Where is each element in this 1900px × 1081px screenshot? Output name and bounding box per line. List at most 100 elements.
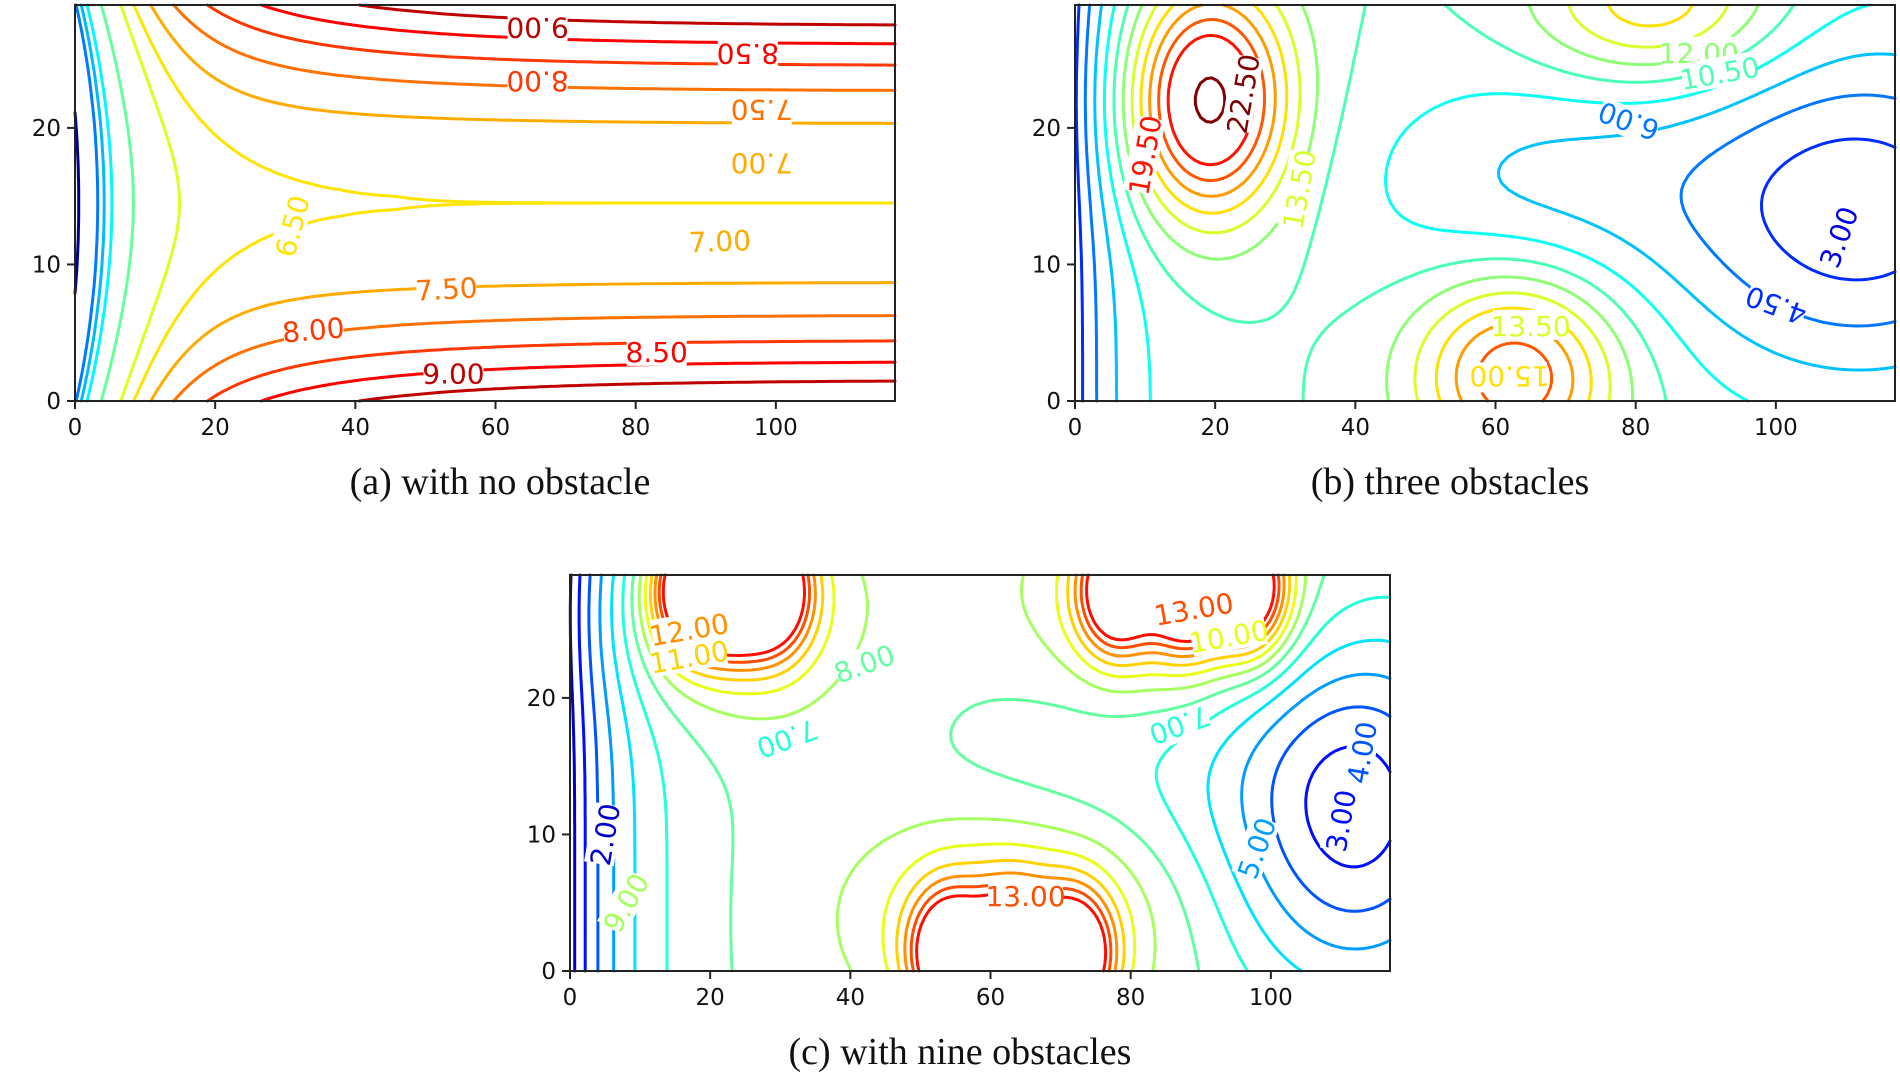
contour-line-b-4-50 xyxy=(1074,3,1897,403)
caption-a: (a) with no obstacle xyxy=(349,461,651,503)
plot-frame xyxy=(1074,4,1896,402)
contour-line-c-4-00 xyxy=(587,573,1392,973)
contour-label-a-9-00: 9.00 xyxy=(506,11,568,44)
x-tick-label: 60 xyxy=(976,985,1005,1010)
contour-label-a-8-00: 8.00 xyxy=(506,64,568,97)
plot-frame xyxy=(569,574,1391,972)
y-tick-label: 10 xyxy=(527,822,556,848)
contour-label-background xyxy=(1319,788,1360,853)
contour-label-background xyxy=(717,40,778,71)
contour-line-b-18-00 xyxy=(1157,18,1554,403)
contour-label-background xyxy=(988,879,1064,910)
contour-line-a-6-00 xyxy=(119,3,181,403)
x-tick-label: 0 xyxy=(1068,415,1083,440)
contour-label-background xyxy=(597,868,654,936)
contour-label-c-2-00: 2.00 xyxy=(584,801,627,868)
contour-label-background xyxy=(830,638,898,688)
contour-line-b-15-00 xyxy=(1139,3,1694,403)
x-tick-label: 40 xyxy=(1341,415,1370,440)
contour-line-a-3-50 xyxy=(79,3,106,403)
contour-label-background xyxy=(1277,149,1320,229)
x-tick-label: 0 xyxy=(68,415,83,440)
contour-line-c-7-00 xyxy=(621,573,1392,973)
x-tick-label: 20 xyxy=(696,985,725,1010)
contour-label-b-15-00: 15.00 xyxy=(1469,359,1549,392)
contour-line-c-8-00 xyxy=(630,573,1326,973)
plot-frame xyxy=(74,4,896,402)
contour-label-b-4-50: 4.50 xyxy=(1741,279,1811,331)
panel-b: 22.50 19.50 13.50 6.00 3.00 4.50 12.00 10.50 15.… xyxy=(950,0,1900,441)
contour-label-background xyxy=(1680,51,1760,94)
contour-line-c-11-00 xyxy=(648,573,1292,973)
x-tick-label: 20 xyxy=(201,415,230,440)
x-tick-label: 0 xyxy=(563,985,578,1010)
contour-label-b-13-50: 13.50 xyxy=(1490,310,1570,343)
contour-line-a-5-00 xyxy=(99,3,135,403)
contour-label-background xyxy=(1472,362,1548,393)
contour-label-b-22-50: 22.50 xyxy=(1220,52,1266,137)
contour-label-c-3-00: 3.00 xyxy=(1320,787,1363,854)
contour-label-background xyxy=(1813,203,1863,271)
contour-label-a-7-50: 7.50 xyxy=(414,271,478,307)
y-tick-label: 0 xyxy=(541,959,556,985)
y-tick-label: 20 xyxy=(1032,116,1061,142)
contour-label-b-19-50: 19.50 xyxy=(1122,113,1168,198)
contour-label-background xyxy=(1220,54,1264,134)
x-tick-label: 40 xyxy=(341,415,370,440)
contour-label-background xyxy=(507,67,568,98)
contour-label-background xyxy=(1231,814,1281,882)
contour-label-a-6-50: 6.50 xyxy=(269,192,317,261)
contour-label-c-4-00: 4.00 xyxy=(1341,719,1384,786)
contour-label-a-7-50: 7.50 xyxy=(731,93,793,126)
contour-label-background xyxy=(1493,309,1569,340)
contour-label-a-8-00: 8.00 xyxy=(281,311,346,349)
x-tick-label: 80 xyxy=(1116,985,1145,1010)
contour-label-background xyxy=(1154,586,1234,630)
x-tick-label: 60 xyxy=(1481,415,1510,440)
contour-label-c-13-00: 13.00 xyxy=(985,880,1065,913)
y-tick-label: 0 xyxy=(46,389,61,415)
x-tick-label: 80 xyxy=(621,415,650,440)
y-tick-label: 0 xyxy=(1046,389,1061,415)
contour-label-a-9-00: 9.00 xyxy=(422,358,484,391)
contour-line-c-3-00 xyxy=(577,573,1392,973)
contour-label-a-8-50: 8.50 xyxy=(717,37,779,70)
contour-line-a-3-00 xyxy=(74,3,100,403)
contour-plot-a: 9.00 8.50 8.00 7.50 7.00 6.50 7.00 7.50 8.00 8.50… xyxy=(32,3,897,441)
contour-label-background xyxy=(1122,115,1166,195)
y-tick-label: 20 xyxy=(32,116,61,142)
contour-label-background xyxy=(731,96,792,127)
contour-label-background xyxy=(584,802,625,867)
contour-line-c-10-00 xyxy=(643,573,1298,973)
contour-label-background xyxy=(626,335,687,366)
panel-a: 9.00 8.50 8.00 7.50 7.00 6.50 7.00 7.50 8.00 8.50… xyxy=(0,0,950,441)
x-tick-label: 100 xyxy=(1754,415,1798,440)
x-tick-label: 100 xyxy=(754,415,798,440)
contour-label-c-5-00: 5.00 xyxy=(1231,813,1283,883)
contour-label-background xyxy=(1189,614,1269,657)
contour-label-background xyxy=(689,224,751,257)
contour-label-background xyxy=(423,357,484,388)
x-tick-label: 60 xyxy=(481,415,510,440)
y-tick-label: 10 xyxy=(1032,252,1061,278)
contour-label-background xyxy=(649,634,729,678)
x-tick-label: 20 xyxy=(1201,415,1230,440)
contour-line-b-7-50 xyxy=(1093,3,1897,403)
contour-line-a-4-00 xyxy=(85,3,114,403)
caption-b: (b) three obstacles xyxy=(1310,461,1590,503)
contour-label-background xyxy=(415,271,478,305)
contour-line-b-10-50 xyxy=(1112,3,1796,403)
contour-label-background xyxy=(282,311,345,347)
x-tick-label: 40 xyxy=(836,985,865,1010)
contour-label-background xyxy=(1146,701,1214,751)
x-tick-label: 80 xyxy=(1621,415,1650,440)
contour-label-background xyxy=(1742,281,1809,331)
contour-line-b-22-50 xyxy=(1193,76,1227,124)
y-tick-label: 20 xyxy=(527,686,556,712)
contour-label-a-7-00: 7.00 xyxy=(688,224,751,259)
x-tick-label: 100 xyxy=(1249,985,1293,1010)
contour-label-background xyxy=(754,715,821,765)
contour-line-c-14-00 xyxy=(661,573,1276,973)
contour-label-a-7-00: 7.00 xyxy=(731,146,793,179)
